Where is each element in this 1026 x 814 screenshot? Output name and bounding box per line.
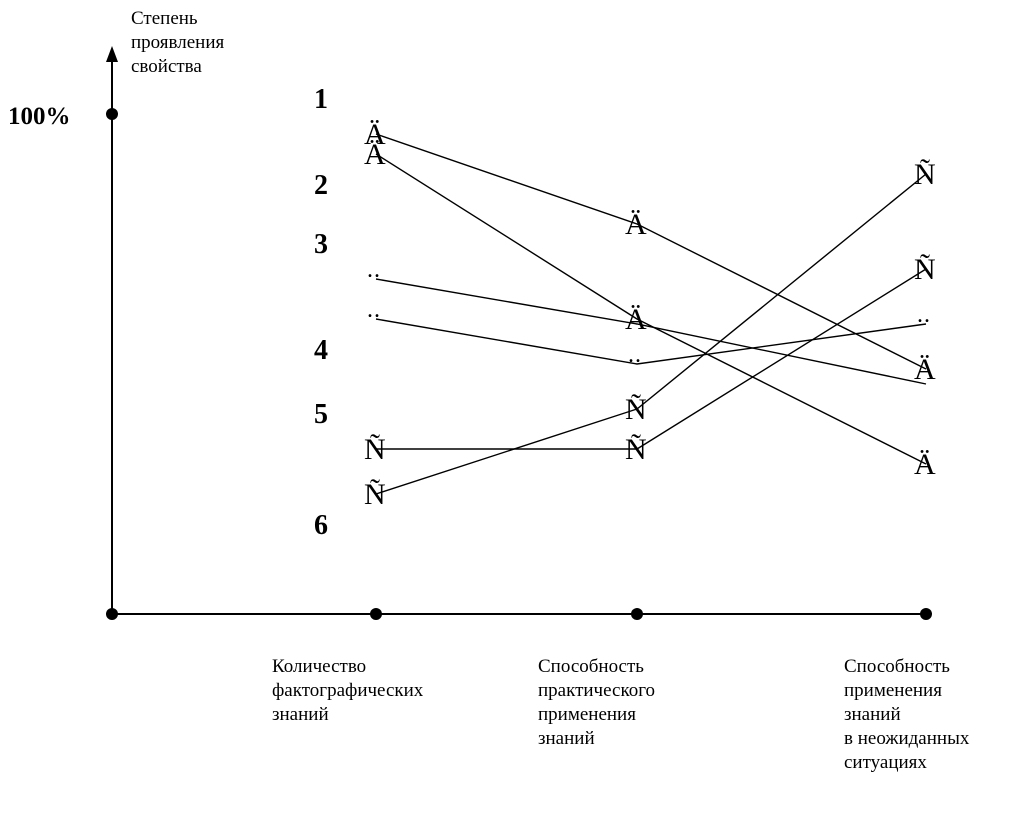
y-tick-dot [106, 108, 118, 120]
series-number-1: 1 [314, 84, 328, 115]
x-category-0-line-2: знаний [272, 704, 329, 725]
series-line-5 [376, 268, 927, 450]
x-category-labels: Количество фактографических знаний Способно… [272, 608, 970, 773]
series-4-marker-2: .. [917, 302, 931, 328]
series-6-marker-1: Ñ [625, 393, 647, 426]
series-1-marker-1: Ä [625, 208, 647, 241]
x-category-2-line-2: знаний [844, 704, 901, 725]
series-6-marker-2: Ñ [914, 158, 936, 191]
series-line-3 [375, 278, 927, 385]
x-category-0-line-1: фактографических [272, 680, 424, 701]
y-label-line-0: Степень [131, 8, 198, 29]
x-tick-dot-2 [920, 608, 932, 620]
series-number-5: 5 [314, 399, 328, 430]
series-lines [375, 133, 927, 495]
x-category-2-line-3: в неожиданных [844, 728, 970, 749]
series-3-marker-0: .. [367, 257, 381, 283]
series-4-marker-1: .. [628, 342, 642, 368]
x-category-0-line-0: Количество [272, 656, 366, 677]
series-numbers: 1 2 3 4 5 6 [314, 84, 328, 541]
series-1-marker-2: Ä [914, 353, 936, 386]
series-line-2 [375, 153, 927, 465]
x-tick-dot-1 [631, 608, 643, 620]
x-tick-dot-0 [370, 608, 382, 620]
x-category-2-line-0: Способность [844, 656, 950, 677]
y-label-line-2: свойства [131, 56, 202, 77]
series-2-marker-0: Ä [364, 138, 386, 171]
series-2-marker-2: Ä [914, 448, 936, 481]
series-line-6 [375, 173, 927, 495]
x-category-2-line-1: применения [844, 680, 942, 701]
series-line-4 [375, 318, 927, 365]
x-category-1-line-3: знаний [538, 728, 595, 749]
y-axis-label: Степень проявления свойства [131, 8, 225, 77]
y-axis-arrow [106, 46, 118, 62]
series-number-4: 4 [314, 335, 328, 366]
series-2-marker-1: Ä [625, 303, 647, 336]
x-category-1-line-1: практического [538, 680, 655, 701]
x-category-1-line-2: применения [538, 704, 636, 725]
x-category-2-line-4: ситуациях [844, 752, 927, 773]
series-4-marker-0: .. [367, 297, 381, 323]
series-6-marker-0: Ñ [364, 478, 386, 511]
series-1-marker-0: Ä [364, 118, 386, 151]
y-tick-label: 100% [8, 103, 71, 130]
x-category-1-line-0: Способность [538, 656, 644, 677]
series-5-marker-2: Ñ [914, 253, 936, 286]
series-number-2: 2 [314, 170, 328, 201]
series-5-marker-0: Ñ [364, 433, 386, 466]
origin-dot [106, 608, 118, 620]
series-line-1 [375, 133, 927, 370]
series-number-3: 3 [314, 229, 328, 260]
y-label-line-1: проявления [131, 32, 225, 53]
series-number-6: 6 [314, 510, 328, 541]
series-5-marker-1: Ñ [625, 433, 647, 466]
